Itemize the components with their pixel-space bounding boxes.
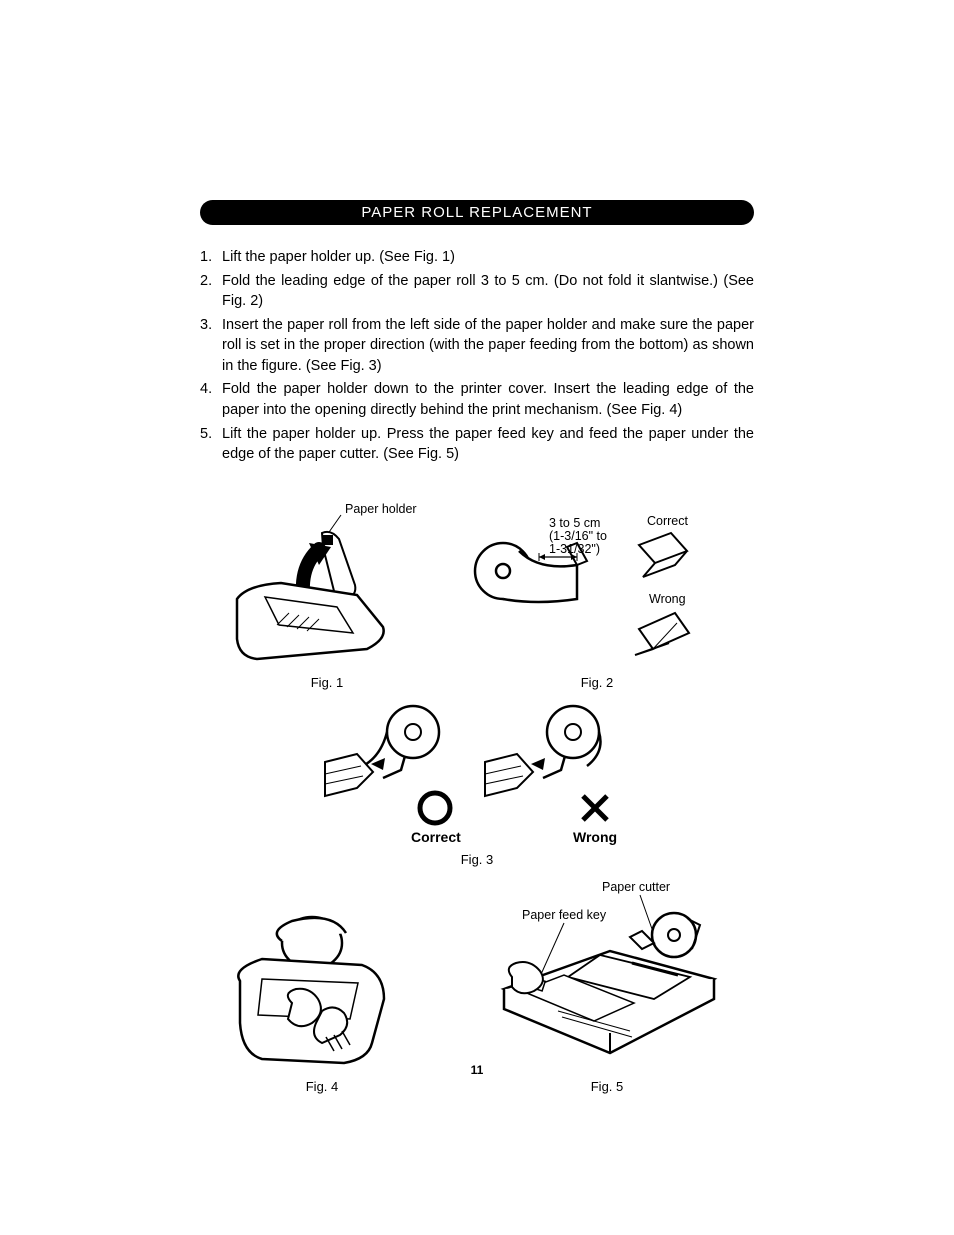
fig1-caption: Fig. 1 [227,675,427,690]
figure-row-3: Fig. 4 Paper cutter Paper feed key [200,873,754,1094]
section-title: PAPER ROLL REPLACEMENT [361,204,592,221]
step-number: 5. [200,424,222,465]
fig5-caption: Fig. 5 [482,1079,732,1094]
fig2-caption: Fig. 2 [467,675,727,690]
step-number: 4. [200,379,222,420]
fig5-feedkey-label: Paper feed key [522,908,607,922]
fig2-dim1: 3 to 5 cm [549,516,600,530]
step-number: 3. [200,315,222,377]
step-number: 1. [200,247,222,268]
figure-row-2: Correct Wron [200,696,754,867]
fig4-caption: Fig. 4 [222,1079,422,1094]
step-text: Fold the paper holder down to the printe… [222,379,754,420]
fig3-illustration: Correct Wron [317,696,637,846]
page-number: 11 [0,1063,954,1077]
fig5-illustration: Paper cutter Paper feed key [482,873,732,1073]
step-number: 2. [200,271,222,312]
step-text: Lift the paper holder up. Press the pape… [222,424,754,465]
figure-5: Paper cutter Paper feed key [482,873,732,1094]
fig1-illustration: Paper holder [227,499,427,669]
step-3: 3. Insert the paper roll from the left s… [200,315,754,377]
step-2: 2. Fold the leading edge of the paper ro… [200,271,754,312]
fig2-dim2: (1-3/16" to [549,529,607,543]
step-4: 4. Fold the paper holder down to the pri… [200,379,754,420]
page-content: PAPER ROLL REPLACEMENT 1. Lift the paper… [200,200,754,1094]
figure-3: Correct Wron [317,696,637,867]
fig3-caption: Fig. 3 [317,852,637,867]
fig4-illustration [222,903,422,1073]
fig2-correct-label: Correct [647,514,689,528]
step-text: Fold the leading edge of the paper roll … [222,271,754,312]
step-text: Insert the paper roll from the left side… [222,315,754,377]
figure-2: 3 to 5 cm (1-3/16" to 1-31/32") Correct … [467,499,727,690]
figures-area: Paper holder Fig. [200,499,754,1094]
step-5: 5. Lift the paper holder up. Press the p… [200,424,754,465]
fig2-wrong-label: Wrong [649,592,686,606]
fig2-dim3: 1-31/32") [549,542,600,556]
step-text: Lift the paper holder up. (See Fig. 1) [222,247,754,268]
step-1: 1. Lift the paper holder up. (See Fig. 1… [200,247,754,268]
fig5-cutter-label: Paper cutter [602,880,670,894]
figure-1: Paper holder Fig. [227,499,427,690]
fig2-illustration: 3 to 5 cm (1-3/16" to 1-31/32") Correct … [467,499,727,669]
instruction-list: 1. Lift the paper holder up. (See Fig. 1… [200,247,754,465]
fig1-label: Paper holder [345,502,417,516]
fig3-wrong: Wrong [573,829,617,845]
figure-row-1: Paper holder Fig. [200,499,754,690]
fig3-correct: Correct [411,829,461,845]
section-header: PAPER ROLL REPLACEMENT [200,200,754,225]
